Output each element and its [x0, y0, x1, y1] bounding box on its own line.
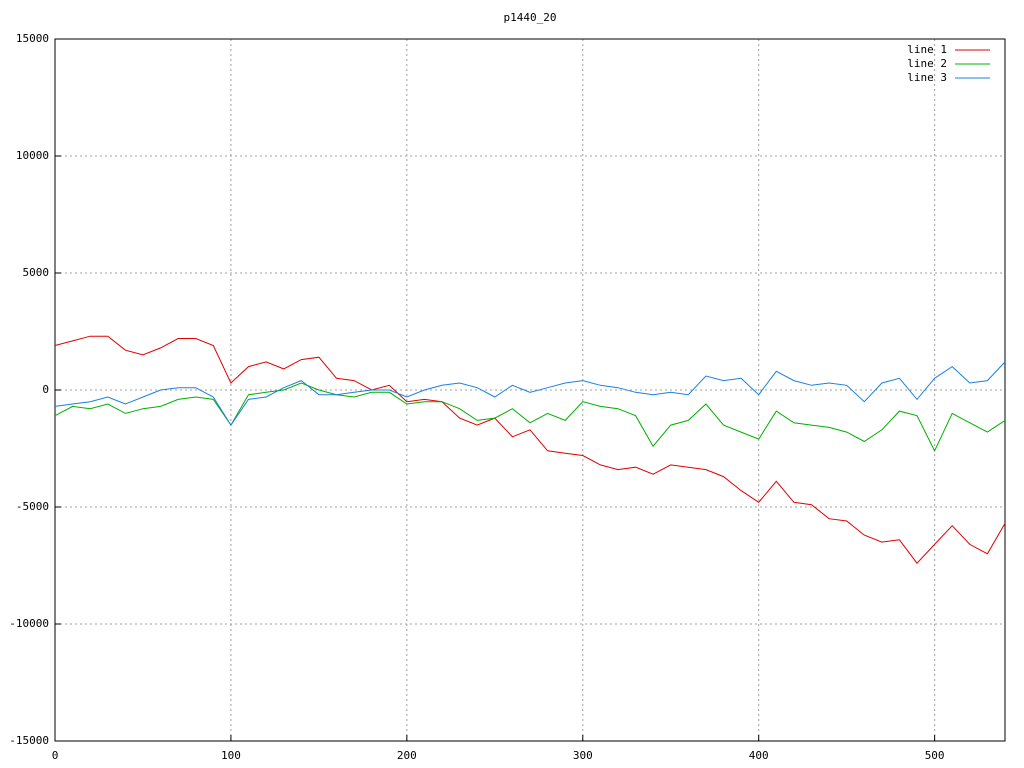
y-tick-label: 0 [42, 383, 49, 396]
chart-title: p1440_20 [504, 11, 557, 24]
x-tick-label: 300 [573, 749, 593, 762]
data-line [54, 361, 1006, 427]
y-tick-label: -10000 [9, 617, 49, 630]
data-line [54, 335, 1006, 564]
plot-frame [54, 38, 1006, 742]
y-tick-label: 5000 [23, 266, 50, 279]
y-tick-label: 10000 [16, 149, 49, 162]
y-tick-label: 15000 [16, 32, 49, 45]
x-tick-label: 400 [749, 749, 769, 762]
legend-label: line 3 [907, 71, 947, 84]
legend-label: line 1 [907, 43, 947, 56]
y-tick-label: -5000 [16, 500, 49, 513]
legend-label: line 2 [907, 57, 947, 70]
x-tick-label: 500 [925, 749, 945, 762]
data-line [54, 382, 1006, 452]
x-tick-label: 100 [221, 749, 241, 762]
y-tick-label: -15000 [9, 734, 49, 747]
x-tick-label: 0 [52, 749, 59, 762]
x-tick-label: 200 [397, 749, 417, 762]
